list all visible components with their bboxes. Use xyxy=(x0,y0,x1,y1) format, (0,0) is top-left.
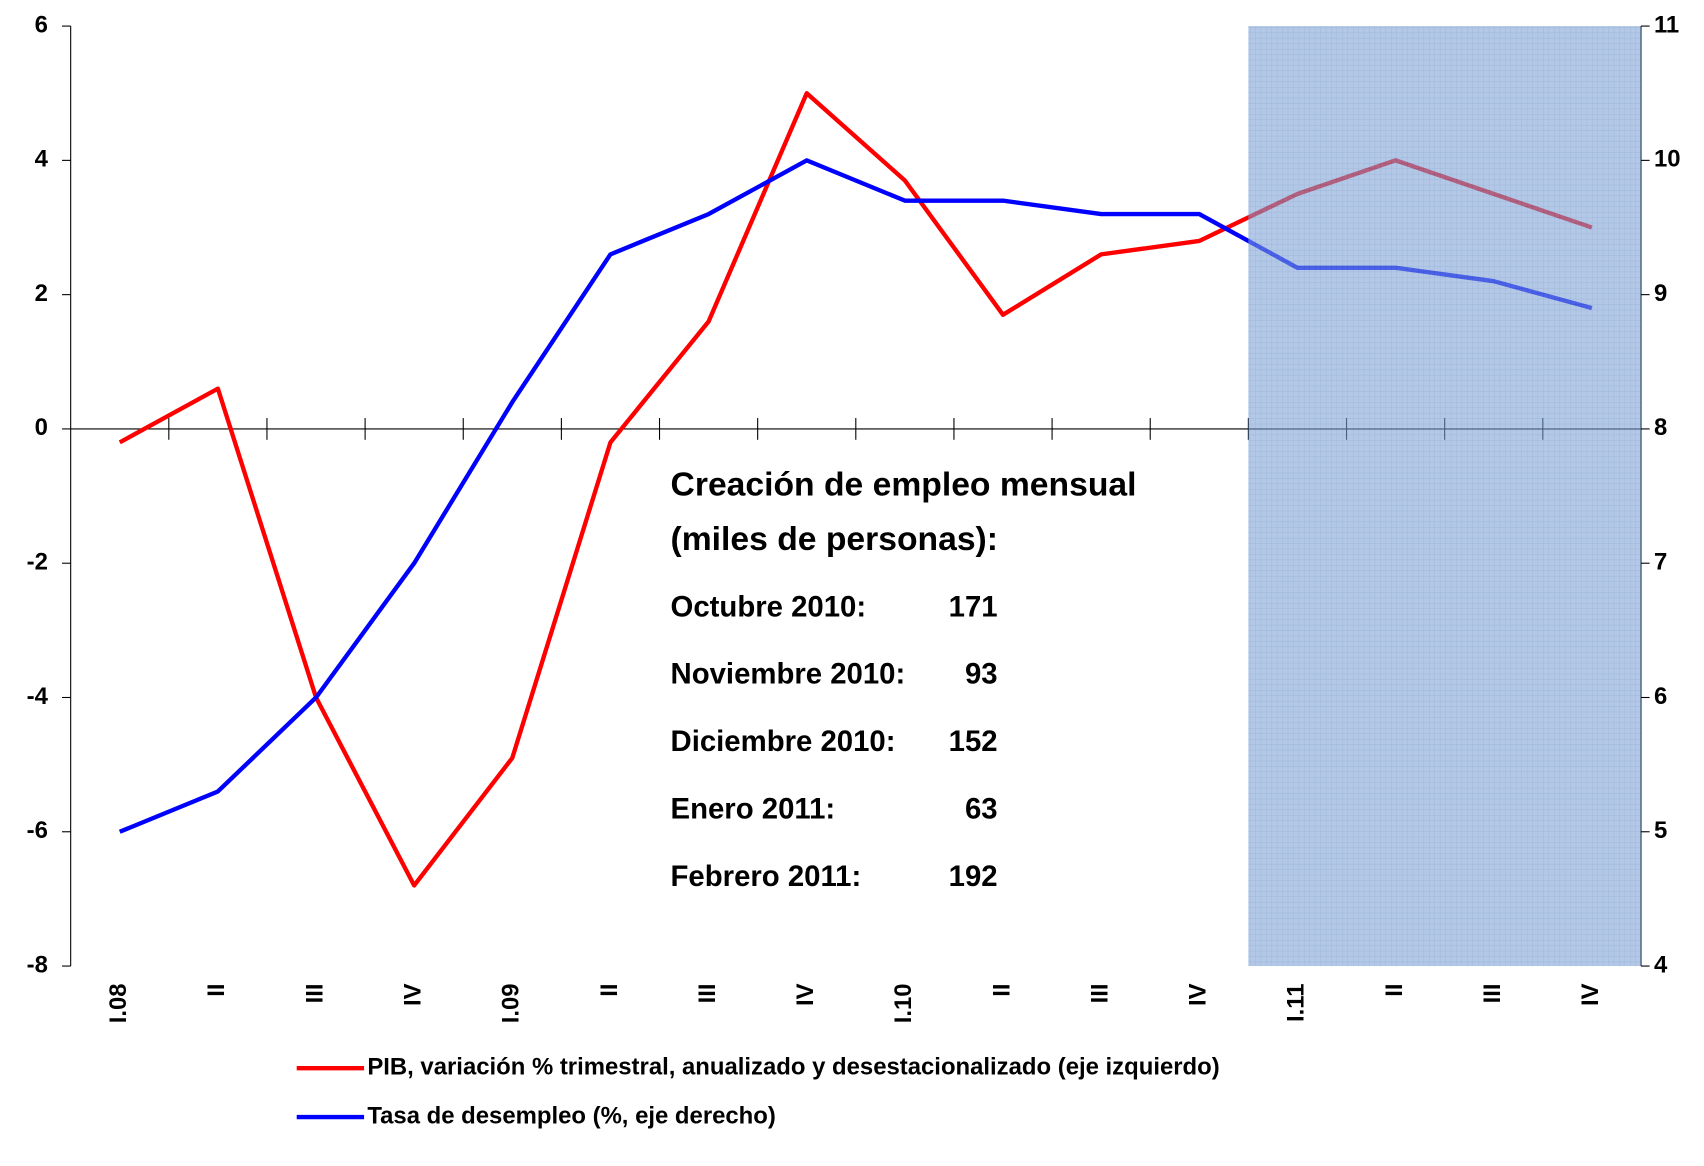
y2-tick-label: 7 xyxy=(1654,549,1667,576)
y2-tick-label: 8 xyxy=(1654,414,1667,441)
annotation-value: 171 xyxy=(949,590,998,623)
x-tick-label: I.08 xyxy=(105,983,132,1023)
x-tick-label: I.09 xyxy=(498,983,525,1023)
annotation-value: 192 xyxy=(949,860,998,893)
y-tick-label: -4 xyxy=(27,683,49,710)
x-tick-label: I.10 xyxy=(890,983,917,1023)
x-tick-label: II xyxy=(1381,983,1408,996)
legend-label: PIB, variación % trimestral, anualizado … xyxy=(367,1054,1219,1081)
annotation-label: Octubre 2010: xyxy=(671,590,867,623)
y-tick-label: 6 xyxy=(35,11,48,38)
x-tick-label: IV xyxy=(792,983,819,1006)
y-tick-label: -6 xyxy=(27,817,48,844)
annotation-value: 93 xyxy=(965,658,998,691)
x-tick-label: III xyxy=(1086,983,1113,1003)
x-tick-label: II xyxy=(988,983,1015,996)
x-tick-label: II xyxy=(596,983,623,996)
x-tick-label: IV xyxy=(1185,983,1212,1006)
y2-tick-label: 9 xyxy=(1654,280,1667,307)
x-tick-label: III xyxy=(1479,983,1506,1003)
x-tick-label: IV xyxy=(399,983,426,1006)
x-tick-label: IV xyxy=(1577,983,1604,1006)
annotation-title: Creación de empleo mensual xyxy=(671,467,1137,504)
legend-label: Tasa de desempleo (%, eje derecho) xyxy=(367,1102,775,1129)
x-tick-label: I.11 xyxy=(1283,983,1310,1022)
annotation-label: Enero 2011: xyxy=(671,792,836,825)
x-tick-label: II xyxy=(203,983,230,996)
y2-tick-label: 11 xyxy=(1654,11,1679,38)
annotation-value: 63 xyxy=(965,792,998,825)
annotation-label: Noviembre 2010: xyxy=(671,658,906,691)
y-tick-label: -8 xyxy=(27,951,48,978)
y2-tick-label: 6 xyxy=(1654,683,1667,710)
y-tick-label: 0 xyxy=(35,414,48,441)
x-tick-label: III xyxy=(301,983,328,1003)
annotation-label: Febrero 2011: xyxy=(671,860,862,893)
annotation-label: Diciembre 2010: xyxy=(671,725,896,758)
y-tick-label: 4 xyxy=(35,146,49,173)
y2-tick-label: 5 xyxy=(1654,817,1667,844)
x-tick-label: III xyxy=(694,983,721,1003)
y2-tick-label: 4 xyxy=(1654,951,1668,978)
annotation-value: 152 xyxy=(949,725,998,758)
y-tick-label: 2 xyxy=(35,280,48,307)
annotation-title: (miles de personas): xyxy=(671,521,998,558)
y-tick-label: -2 xyxy=(27,549,48,576)
y2-tick-label: 10 xyxy=(1654,146,1681,173)
forecast-shade xyxy=(1248,26,1641,967)
